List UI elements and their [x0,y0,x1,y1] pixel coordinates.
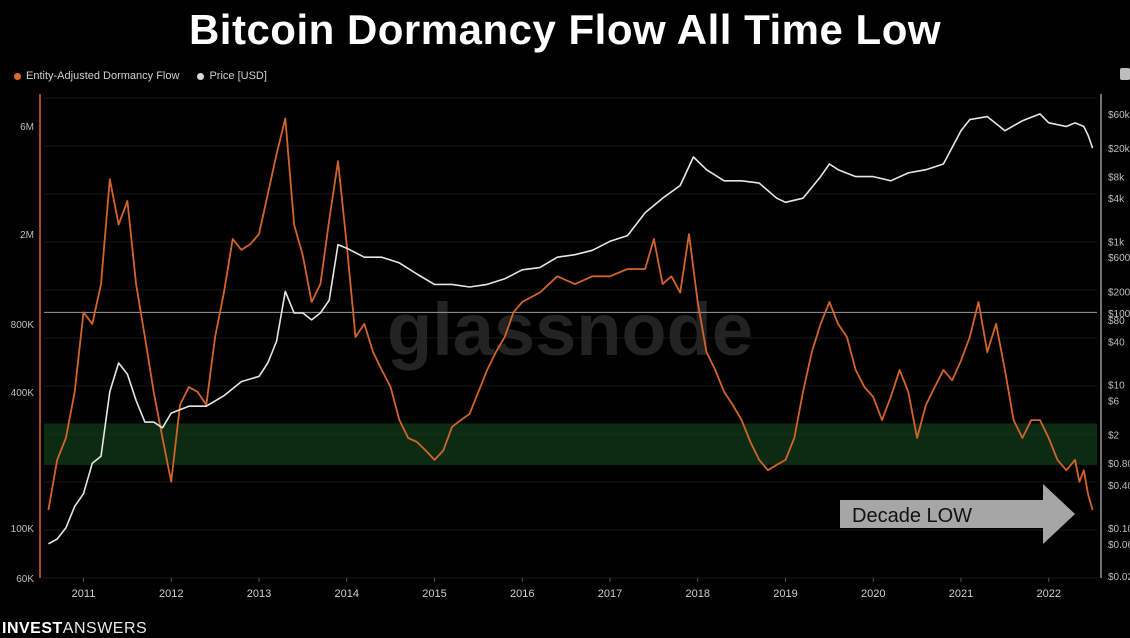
legend-swatch [14,72,21,80]
right-tick-label: $20k [1108,144,1130,155]
x-tick-label: 2017 [598,588,622,600]
left-tick-label: 100K [11,524,35,535]
legend-label: Price [USD] [209,70,267,82]
right-tick-label: $0.02 [1108,572,1130,583]
right-tick-label: $80 [1108,316,1125,327]
green-band [44,423,1097,465]
x-tick-label: 2016 [510,588,534,600]
right-tick-label: $4k [1108,194,1125,205]
arrow-shape [840,484,1075,544]
right-tick-label: $0.80 [1108,459,1130,470]
x-tick-label: 2014 [334,588,358,600]
right-tick-label: $0.06 [1108,540,1130,551]
left-tick-label: 2M [20,230,34,241]
x-tick-label: 2018 [685,588,709,600]
right-axis-ticks: $100 $60k $20k $8k $4k $1k $600 $200 $80 $40 $10 $6… [1108,110,1130,583]
brand-logo: INVESTANSWERS [2,620,147,638]
brand-bold: INVEST [2,620,63,637]
x-tick-label: 2019 [773,588,797,600]
x-tick-label: 2021 [949,588,973,600]
page-title: Bitcoin Dormancy Flow All Time Low [188,6,942,53]
x-tick-label: 2022 [1036,588,1060,600]
right-tick-label: $40 [1108,337,1125,348]
watermark: glassnode [387,288,753,371]
legend-item[interactable]: Price [USD] [197,70,267,82]
right-tick-label: $10 [1108,381,1125,392]
legend: Entity-Adjusted Dormancy Flow Price [USD] [14,70,267,82]
right-tick-label: $0.40 [1108,481,1130,492]
decade-low-arrow: Decade LOW [840,484,1075,544]
camera-icon[interactable] [1120,68,1130,80]
dormancy-series-line [47,117,1094,511]
right-tick-label: $2 [1108,431,1120,442]
right-tick-label: $8k [1108,173,1125,184]
x-tick-label: 2011 [72,588,96,600]
x-axis-ticks: 2011 2012 2013 2014 2015 2016 2017 2018 2019 2020… [72,578,1061,600]
left-tick-label: 800K [11,320,35,331]
left-axis-ticks: 6M 2M 800K 400K 100K 60K [11,122,35,585]
x-tick-label: 2015 [422,588,446,600]
left-tick-label: 400K [11,388,35,399]
left-tick-label: 6M [20,122,34,133]
x-tick-label: 2020 [861,588,885,600]
x-tick-label: 2013 [247,588,271,600]
right-tick-label: $1k [1108,237,1125,248]
right-tick-label: $0.10 [1108,524,1130,535]
right-tick-label: $100 [1108,309,1130,320]
right-tick-label: $600 [1108,253,1130,264]
legend-swatch [197,72,205,80]
left-tick-label: 60K [16,574,34,585]
right-tick-label: $60k [1108,110,1130,121]
chart-grid [44,97,1097,579]
x-tick-label: 2012 [159,588,183,600]
brand-light: ANSWERS [62,620,148,637]
legend-label: Entity-Adjusted Dormancy Flow [26,70,180,82]
right-tick-label: $6 [1108,397,1120,408]
right-tick-label: $200 [1108,287,1130,298]
legend-item[interactable]: Entity-Adjusted Dormancy Flow [14,70,179,82]
annotation-label: Decade LOW [852,505,972,527]
price-series-line [48,113,1094,545]
